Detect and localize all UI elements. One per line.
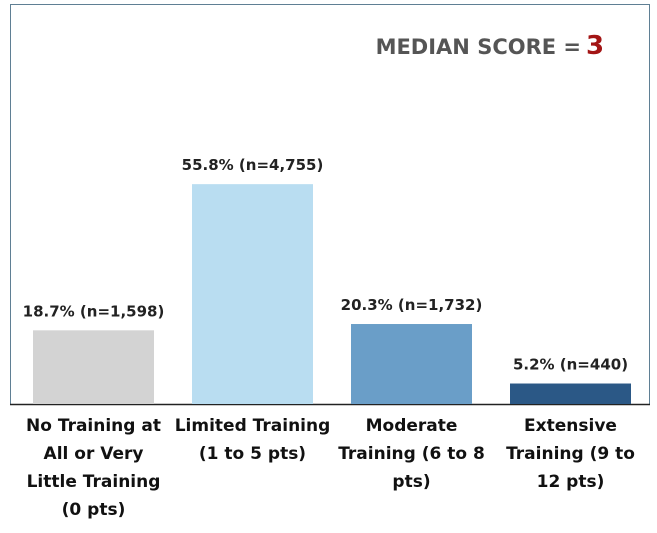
x-tick-label: Moderate Training (6 to 8 pts) <box>338 416 485 492</box>
annotation-label: MEDIAN SCORE = <box>376 35 581 59</box>
bar <box>351 324 472 404</box>
x-tick-label: Limited Training (1 to 5 pts) <box>174 416 331 464</box>
value-label: 55.8% (n=4,755) <box>182 156 324 174</box>
bar <box>33 330 154 404</box>
annotation-value: 3 <box>586 31 604 61</box>
value-label: 5.2% (n=440) <box>513 356 628 374</box>
bar <box>510 383 631 404</box>
x-tick-label: Extensive Training (9 to 12 pts) <box>506 416 635 492</box>
bar <box>192 184 313 404</box>
value-label: 20.3% (n=1,732) <box>341 296 483 314</box>
value-label: 18.7% (n=1,598) <box>23 302 165 320</box>
frame <box>10 4 650 405</box>
x-tick-label: No Training at All or Very Little Traini… <box>26 416 161 520</box>
